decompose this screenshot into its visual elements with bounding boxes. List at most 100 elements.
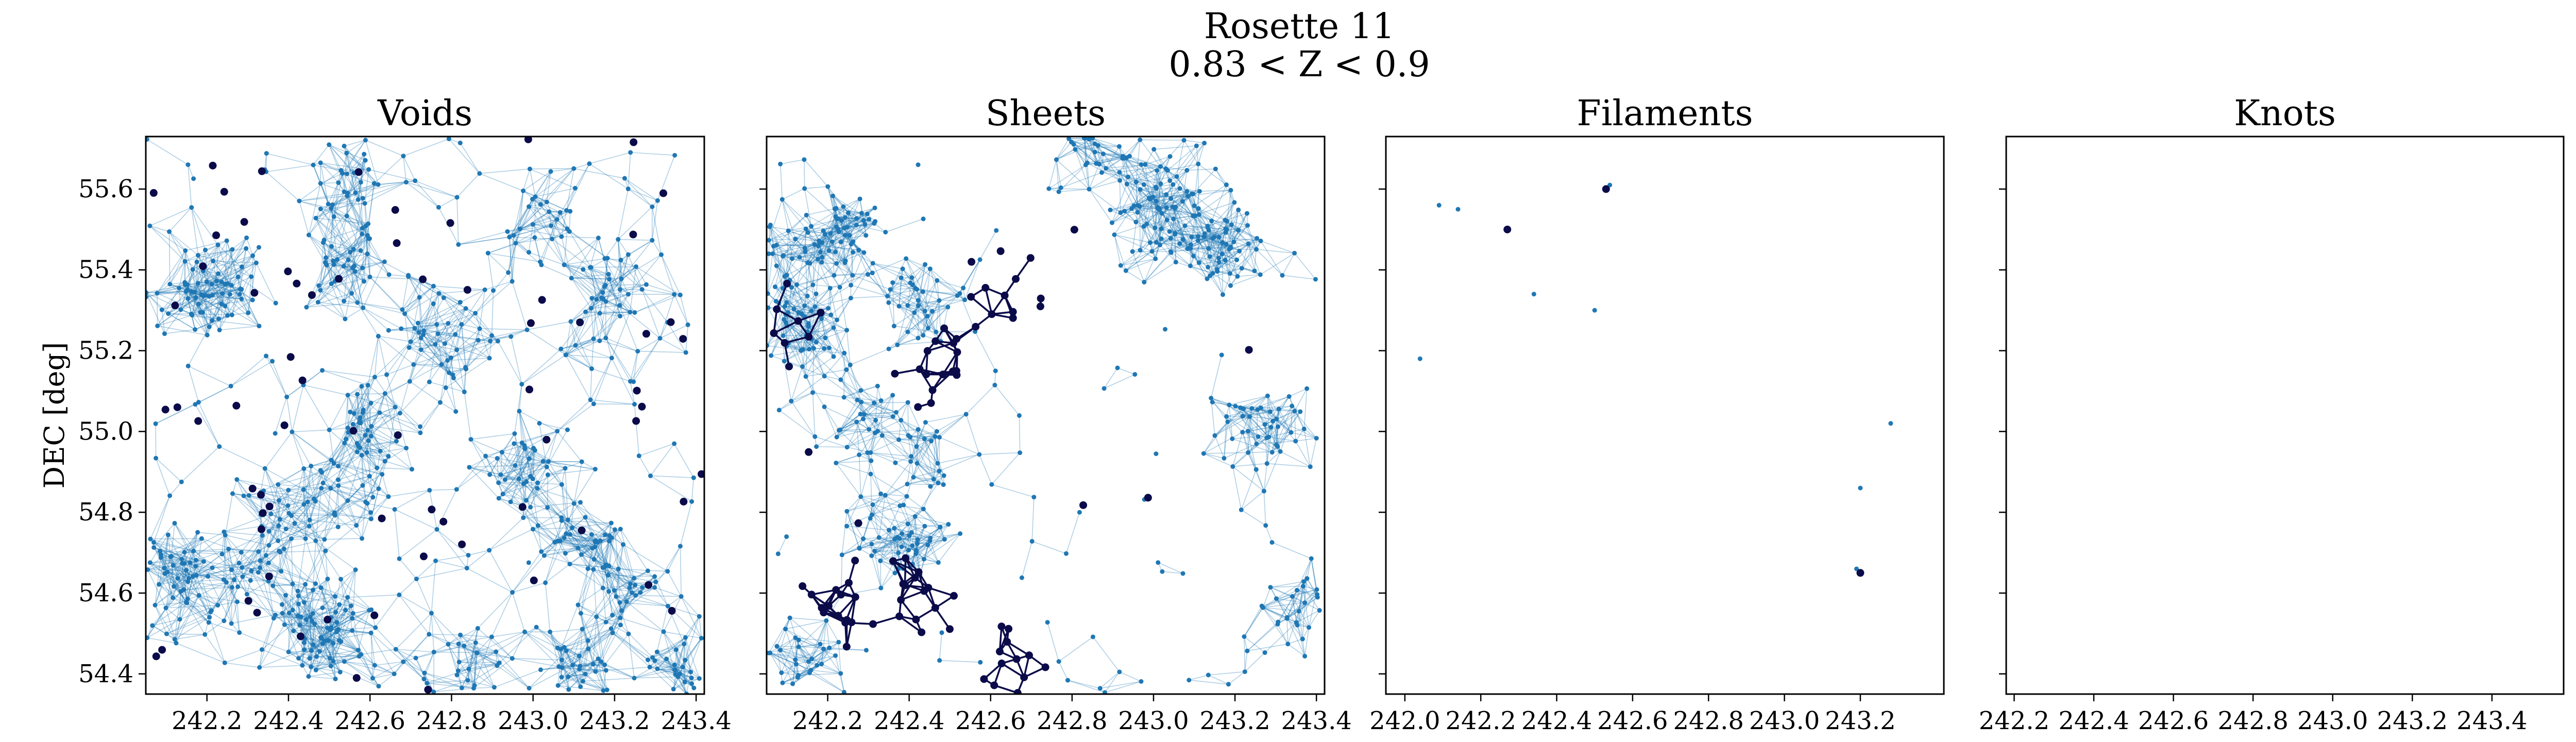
x-tick-label: 242.6	[334, 706, 405, 735]
edge	[491, 636, 513, 659]
edge	[1139, 206, 1144, 227]
edge	[415, 180, 457, 198]
edge	[226, 240, 241, 289]
edge	[288, 610, 293, 652]
data-point	[355, 197, 361, 202]
data-point	[456, 242, 461, 247]
edge	[875, 429, 919, 433]
edge	[306, 619, 310, 659]
edge	[845, 244, 852, 261]
edge	[333, 191, 345, 217]
edge	[1156, 207, 1173, 243]
edge	[289, 513, 325, 540]
edge	[377, 467, 412, 470]
data-point	[545, 472, 550, 477]
edge	[594, 542, 598, 560]
edge	[320, 290, 346, 319]
edge	[206, 281, 223, 294]
edge	[170, 282, 185, 285]
edge	[918, 305, 948, 308]
edge	[566, 355, 592, 369]
edge	[1233, 225, 1248, 242]
edge	[184, 552, 187, 602]
edge	[428, 613, 432, 635]
edge	[1224, 416, 1227, 459]
data-point	[570, 663, 575, 668]
edge	[907, 288, 916, 306]
edge	[202, 312, 210, 327]
edge	[465, 341, 491, 369]
edge	[328, 144, 342, 171]
edge	[155, 578, 189, 606]
edge	[205, 620, 225, 635]
edge	[336, 631, 371, 634]
edge	[1277, 411, 1301, 447]
edge	[180, 309, 212, 321]
data-point	[308, 614, 313, 619]
edge	[278, 471, 322, 485]
edge	[469, 467, 505, 480]
edge	[504, 448, 534, 480]
data-point	[589, 532, 594, 537]
edge	[605, 254, 629, 302]
edge	[348, 259, 363, 268]
data-point	[306, 232, 311, 238]
edge	[280, 552, 299, 596]
edge	[595, 541, 609, 566]
edge	[571, 278, 592, 299]
edge	[596, 299, 635, 313]
edge	[918, 305, 941, 342]
edge	[262, 649, 303, 666]
edge	[298, 631, 337, 659]
edge	[371, 412, 380, 427]
data-point	[618, 615, 623, 620]
data-point	[323, 548, 328, 553]
edge	[521, 348, 562, 385]
edge	[188, 579, 224, 582]
edge	[320, 208, 351, 252]
edge	[356, 503, 368, 526]
data-point	[378, 448, 383, 453]
edge	[198, 303, 208, 335]
edge	[1298, 597, 1318, 612]
edge	[445, 358, 490, 389]
data-point	[418, 430, 423, 435]
edge	[315, 640, 329, 670]
edge	[379, 393, 386, 413]
edge	[533, 224, 551, 226]
edge	[656, 651, 676, 675]
data-point	[392, 507, 397, 512]
edge	[1124, 158, 1156, 188]
data-point	[350, 611, 355, 616]
data-point	[196, 400, 201, 405]
edge	[195, 385, 231, 405]
edge	[337, 451, 358, 480]
edge	[179, 281, 222, 289]
edge	[402, 279, 422, 310]
edge	[328, 144, 348, 193]
edge	[601, 266, 637, 298]
edge	[448, 138, 480, 174]
edge	[620, 529, 635, 579]
data-point	[277, 498, 282, 503]
edge	[322, 370, 368, 386]
edge	[173, 532, 198, 566]
edge	[564, 647, 606, 671]
edge	[872, 505, 901, 515]
edge	[593, 299, 597, 339]
edge	[331, 170, 342, 209]
edge	[856, 421, 860, 455]
edge	[418, 301, 461, 333]
edge	[591, 368, 631, 382]
edge	[1276, 406, 1293, 445]
edge	[585, 673, 607, 690]
edge	[492, 631, 525, 637]
highlight-point	[149, 189, 158, 197]
edge	[1174, 208, 1205, 238]
edge	[460, 142, 480, 174]
edge	[836, 460, 871, 464]
edge	[515, 228, 521, 244]
edge	[573, 168, 625, 179]
edge	[289, 651, 317, 657]
edge	[358, 441, 397, 447]
